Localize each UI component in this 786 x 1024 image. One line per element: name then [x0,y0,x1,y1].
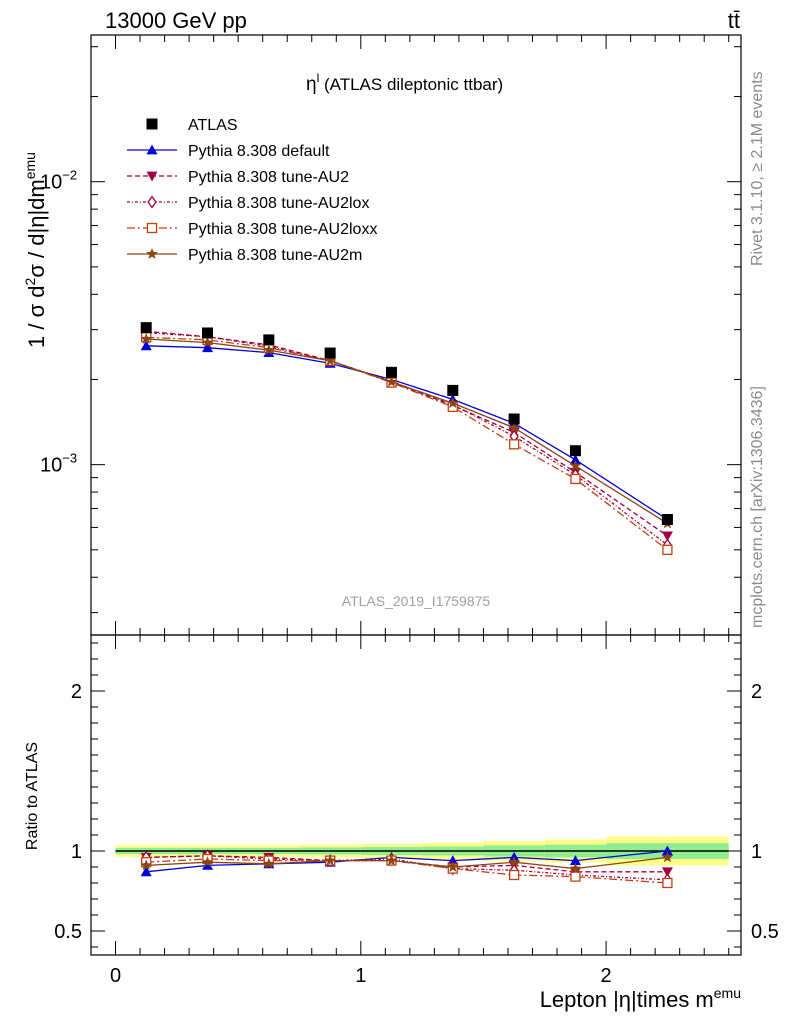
ratio-series-point [201,856,214,868]
legend-label: Pythia 8.308 tune-AU2lox [188,195,369,212]
series-point [263,344,275,355]
legend-label: Pythia 8.308 tune-AU2loxx [188,221,377,238]
legend-marker [146,144,158,155]
series-point [324,354,336,366]
rivet-label: Rivet 3.1.10, ≥ 2.1M events [749,71,766,266]
legend-marker [147,195,157,209]
ratio-series-point [508,869,520,881]
analysis-watermark: ATLAS_2019_I1759875 [342,593,491,609]
ratio-y-tick-label: 0.5 [54,921,82,943]
ratio-series-point [385,854,398,866]
main-axis-ticks: 10−3 10−2 [40,35,741,635]
series-point [202,342,214,353]
legend: ATLAS Pythia 8.308 default Pythia 8.308 tu… [127,117,377,264]
y-axis-label: 1 / σ d2σ / d|η|dmemu [22,152,49,348]
ratio-series-point [447,855,459,865]
legend-label: Pythia 8.308 tune-AU2m [188,247,362,264]
series-point [201,336,214,348]
series-point [569,454,581,465]
series-point [140,333,152,344]
mcplots-label: mcplots.cern.ch [arXiv:1306.3436] [749,386,766,628]
x-tick-label: 2 [601,965,612,987]
series-line [146,338,668,524]
ratio-series-point [661,867,673,878]
ratio-series-point [570,871,581,882]
data-point [447,384,459,396]
legend-marker [146,171,158,182]
data-point [324,347,336,359]
ratio-panel: 0 1 2 0.5 0.5 1 1 2 2 Ratio to ATLAS Lepton |η|t… [24,634,779,1012]
ratio-series-point [324,854,336,866]
x-axis-label: Lepton |η|times memu [540,985,741,1012]
ratio-y-tick-label-right: 2 [751,681,762,703]
data-point [140,322,152,334]
data-point [263,334,275,346]
ratio-series-point [569,862,582,874]
legend-marker [146,248,158,259]
ratio-series-point [569,855,581,865]
legend-label: Pythia 8.308 tune-AU2 [188,169,349,186]
legend-marker [146,222,158,234]
ratio-series-point [447,861,459,872]
legend-marker [146,118,158,130]
ratio-series-point [662,877,673,889]
data-point [202,327,214,339]
ratio-y-tick-label-right: 1 [751,841,762,863]
header-right: tt̄ [728,8,740,33]
series-point [508,439,520,450]
x-tick-label: 1 [355,965,366,987]
ratio-y-tick-label-right: 0.5 [751,921,779,943]
y-tick-label: 10−3 [40,451,77,477]
ratio-series [140,845,674,889]
header-left: 13000 GeV pp [105,8,247,33]
data-point [661,513,673,525]
ratio-frame [90,634,742,956]
series-point [570,473,581,485]
series-line [146,331,668,546]
series-point [447,397,459,408]
series-point [385,375,398,387]
legend-label: ATLAS [188,117,238,134]
data-point [385,366,397,378]
ratio-series-point [263,857,275,869]
ratio-axis-ticks: 0 1 2 0.5 0.5 1 1 2 2 [54,635,779,987]
main-panel: 10−3 10−2 ηl (ATLAS dileptonic ttbar) ATL… [22,34,742,636]
legend-label: Pythia 8.308 default [188,143,330,160]
series-point [569,459,582,471]
ratio-y-tick-label: 2 [71,681,82,703]
ratio-series-point [140,859,152,871]
ratio-y-axis-label: Ratio to ATLAS [24,742,41,850]
series-point [140,340,152,351]
main-series [140,322,674,555]
ratio-series-point [202,859,214,870]
series-point [662,544,673,555]
ratio-series-point [661,845,673,856]
ratio-series-point [140,866,152,877]
data-point [569,445,581,457]
ratio-series-point [661,851,674,863]
series-line [146,330,668,537]
series-point [661,531,673,542]
plot-title: ηl (ATLAS dileptonic ttbar) [306,71,503,95]
ratio-series-point [508,856,520,868]
series-line [146,336,668,551]
x-tick-label: 0 [110,965,121,987]
series-line [146,345,668,521]
y-tick-label: 10−2 [40,168,77,194]
data-point [508,413,520,425]
series-point [508,421,520,433]
ratio-y-tick-label: 1 [71,841,82,863]
